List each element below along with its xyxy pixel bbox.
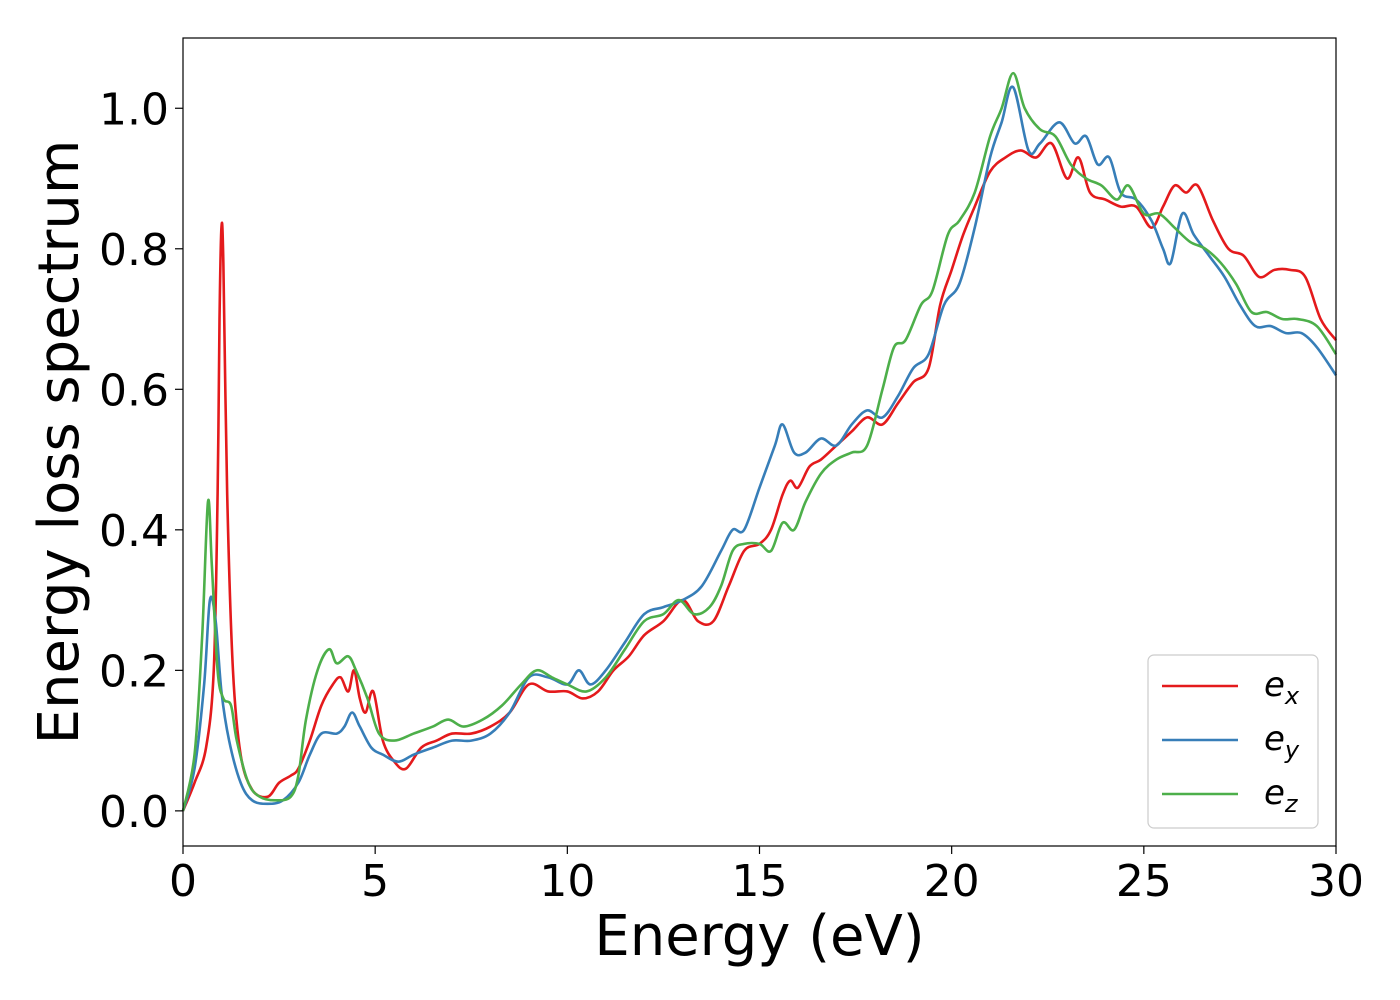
series-lines — [181, 71, 1338, 812]
x-tick-label: 15 — [732, 856, 788, 907]
legend-box — [1147, 654, 1319, 829]
y-axis-title: Energy loss spectrum — [27, 140, 92, 745]
x-tick-label: 10 — [539, 856, 595, 907]
y-tick-label: 0.8 — [99, 225, 169, 276]
y-tick-label: 0.6 — [99, 365, 169, 416]
x-tick-label: 5 — [361, 856, 389, 907]
y-tick-label: 0.2 — [99, 646, 169, 697]
x-tick-label: 25 — [1116, 856, 1172, 907]
series-line-e-z — [181, 71, 1338, 812]
y-tick-label: 1.0 — [99, 84, 169, 135]
legend-label: ez — [1264, 773, 1299, 818]
legend-label: ex — [1264, 665, 1300, 710]
x-tick-label: 20 — [924, 856, 980, 907]
legend-label: ey — [1264, 719, 1300, 764]
y-tick-label: 0.4 — [99, 506, 169, 557]
y-tick-label: 0.0 — [99, 787, 169, 838]
x-axis-ticks: 0 5 10 15 20 25 30 — [169, 846, 1364, 907]
x-tick-label: 30 — [1308, 856, 1364, 907]
x-tick-label: 0 — [169, 856, 197, 907]
legend: ex ey ez — [1147, 654, 1319, 829]
x-axis-title: Energy (eV) — [594, 904, 924, 969]
y-axis-ticks: 0.0 0.2 0.4 0.6 0.8 1.0 — [99, 84, 183, 838]
series-line-e-x — [181, 141, 1338, 812]
